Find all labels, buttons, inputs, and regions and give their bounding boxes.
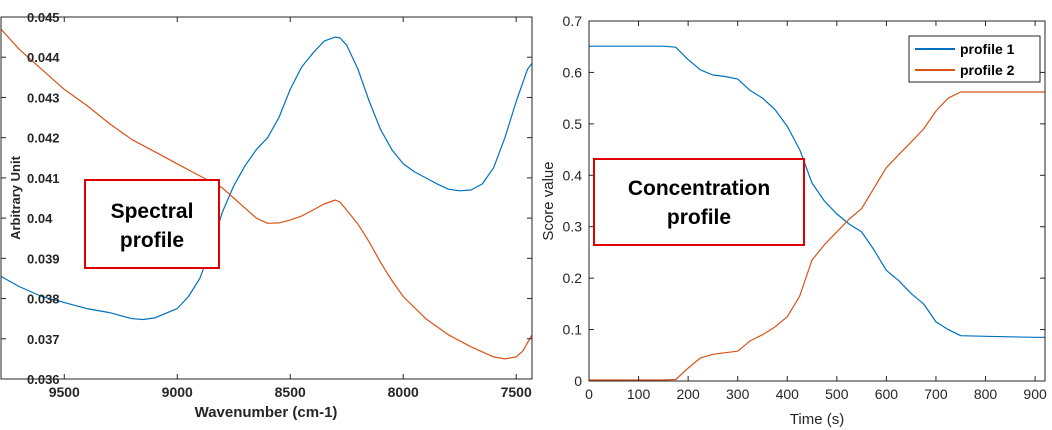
y-tick-label: 0.7 bbox=[563, 13, 583, 29]
y-tick-label: 0.041 bbox=[27, 171, 60, 186]
x-tick-label: 800 bbox=[974, 386, 998, 402]
x-tick-label: 900 bbox=[1023, 386, 1047, 402]
x-tick-label: 7500 bbox=[501, 384, 532, 400]
x-tick-label: 9500 bbox=[49, 384, 80, 400]
y-tick-label: 0.6 bbox=[563, 64, 583, 80]
series-line-2 bbox=[589, 91, 1045, 381]
series-line-1 bbox=[589, 45, 1045, 338]
x-tick-group: 9500 9000 8500 8000 7500 bbox=[49, 17, 532, 400]
y-tick-label: 0.04 bbox=[27, 211, 53, 226]
concentration-profile-chart: 0 100 200 300 400 500 600 700 800 900 00.10.20.30… bbox=[540, 13, 1047, 428]
y-tick-label: 0.3 bbox=[563, 219, 583, 235]
y-tick-label: 0.037 bbox=[27, 332, 60, 347]
series-line-2 bbox=[0, 28, 533, 360]
x-axis-label: Time (s) bbox=[790, 411, 844, 428]
x-tick-label: 300 bbox=[726, 386, 750, 402]
x-tick-label: 0 bbox=[585, 386, 593, 402]
x-tick-label: 700 bbox=[924, 386, 948, 402]
x-axis-label: Wavenumber (cm-1) bbox=[195, 404, 338, 421]
annotation-text-line-2: profile bbox=[667, 206, 731, 229]
x-tick-label: 600 bbox=[875, 386, 899, 402]
annotation-box bbox=[593, 158, 805, 246]
y-tick-label: 0.045 bbox=[27, 10, 60, 25]
plot-axes-box bbox=[0, 16, 533, 380]
y-tick-label: 0.036 bbox=[27, 372, 60, 387]
y-axis-label: Score value bbox=[540, 161, 557, 240]
y-tick-label: 0.1 bbox=[563, 322, 583, 338]
x-tick-label: 400 bbox=[776, 386, 800, 402]
y-tick-label: 0.038 bbox=[27, 292, 60, 307]
y-tick-group: 0 0.1 0.2 0.3 0.4 0.5 0.6 0.7 bbox=[563, 13, 1045, 389]
y-axis-label: Arbitrary Unit bbox=[8, 155, 23, 239]
annotation-box bbox=[84, 179, 220, 269]
plot-axes-box bbox=[588, 20, 1046, 382]
legend-box bbox=[908, 35, 1041, 83]
x-tick-label: 100 bbox=[627, 386, 651, 402]
annotation-text-line-1: Spectral bbox=[111, 200, 194, 223]
annotation-text-line-1: Concentration bbox=[628, 177, 770, 200]
y-tick-label: 0.039 bbox=[27, 251, 60, 266]
series-line-1 bbox=[0, 36, 533, 321]
legend-label-profile-1: profile 1 bbox=[960, 41, 1015, 57]
x-tick-label: 200 bbox=[676, 386, 700, 402]
x-tick-label: 8000 bbox=[388, 384, 419, 400]
x-tick-label: 500 bbox=[825, 386, 849, 402]
y-tick-group: 0.036 0.037 0.038 0.039 0.04 0.041 0.042 0.043 0… bbox=[1, 10, 532, 387]
x-tick-label: 9000 bbox=[162, 384, 193, 400]
y-tick-label: 0 bbox=[574, 373, 582, 389]
y-tick-label: 0.042 bbox=[27, 131, 60, 146]
y-tick-label: 0.043 bbox=[27, 90, 60, 105]
legend-label-profile-2: profile 2 bbox=[960, 62, 1015, 78]
x-tick-label: 8500 bbox=[275, 384, 306, 400]
legend: profile 1 profile 2 bbox=[908, 35, 1041, 83]
x-tick-group: 0 100 200 300 400 500 600 700 800 900 bbox=[585, 21, 1047, 402]
annotation-text-line-2: profile bbox=[120, 229, 184, 252]
series-group bbox=[589, 45, 1045, 381]
y-tick-label: 0.2 bbox=[563, 270, 583, 286]
spectral-profile-chart: 9500 9000 8500 8000 7500 0.0360.0370.0380.03… bbox=[0, 10, 533, 421]
y-tick-label: 0.5 bbox=[563, 116, 583, 132]
y-tick-label: 0.4 bbox=[563, 167, 583, 183]
y-tick-label: 0.044 bbox=[27, 50, 60, 65]
series-group bbox=[0, 28, 533, 360]
